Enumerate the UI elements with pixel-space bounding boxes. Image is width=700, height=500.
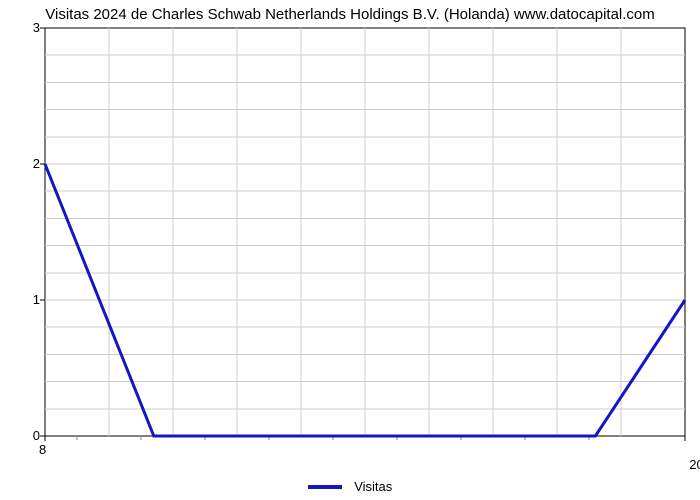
legend: Visitas [0, 478, 700, 496]
y-tick-label: 3 [10, 20, 40, 35]
y-tick-label: 2 [10, 156, 40, 171]
legend-swatch [308, 485, 342, 489]
y-tick-label: 0 [10, 428, 40, 443]
y-tick-label: 1 [10, 292, 40, 307]
x-right-label-1: 202 [681, 457, 700, 472]
chart-container: Visitas 2024 de Charles Schwab Netherlan… [0, 0, 700, 500]
x-right-label-0: 1 [681, 442, 700, 457]
chart-svg [0, 0, 700, 500]
x-left-label: 8 [39, 442, 46, 457]
legend-label: Visitas [354, 479, 392, 494]
